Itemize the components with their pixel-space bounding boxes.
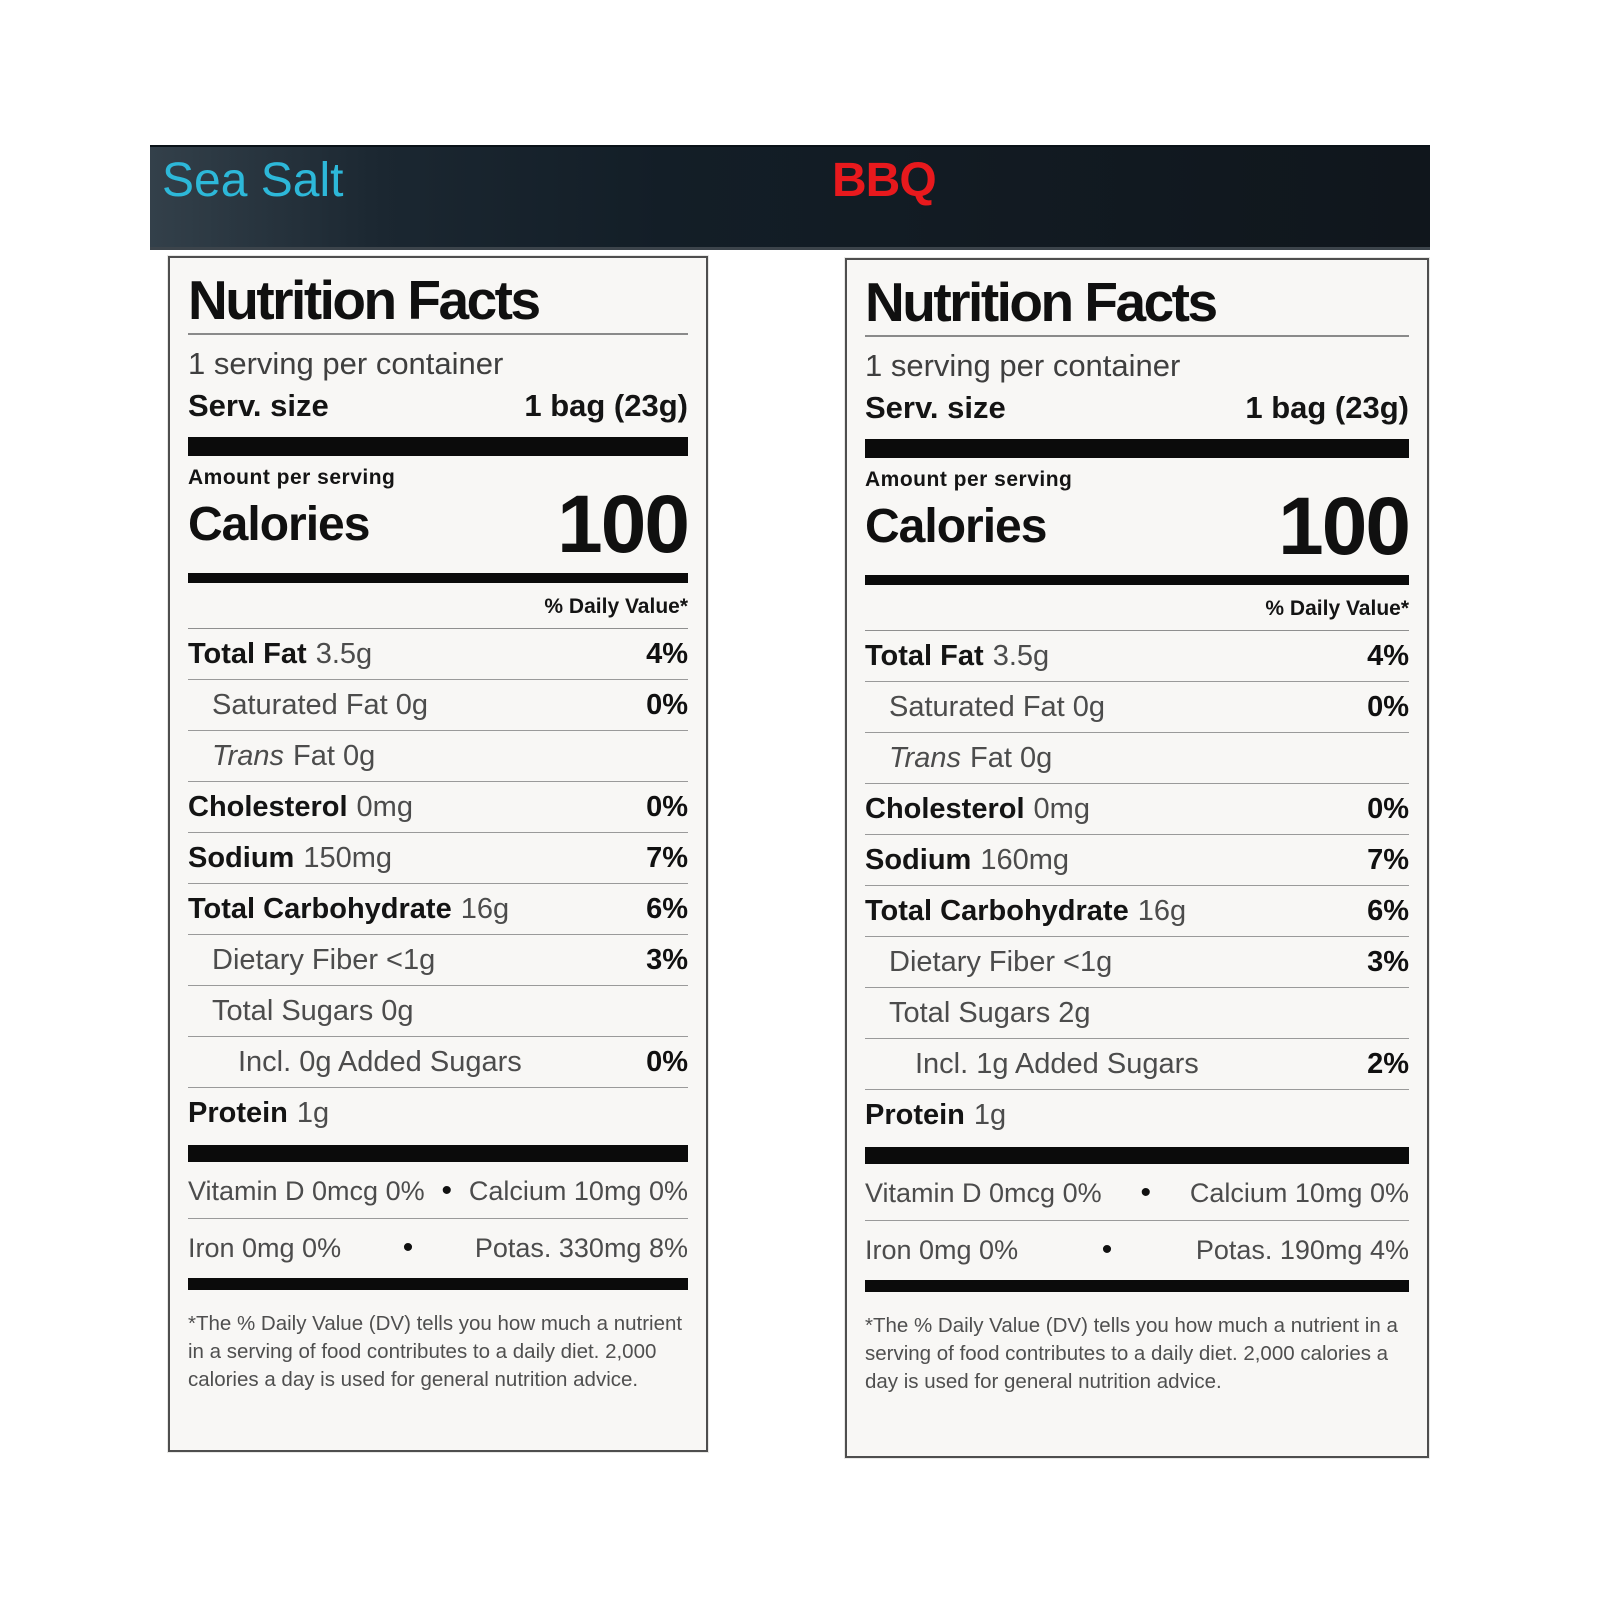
- bullet-separator: •: [402, 1230, 414, 1264]
- nutrition-label-bbq: Nutrition Facts 1 serving per container …: [845, 258, 1429, 1458]
- label-title: Nutrition Facts: [865, 271, 1218, 333]
- calcium-value: Calcium 10mg 0%: [468, 1175, 688, 1206]
- calcium-value: Calcium 10mg 0%: [1189, 1177, 1409, 1208]
- serving-size-value: 1 bag (23g): [1245, 389, 1409, 425]
- bullet-separator: •: [1101, 1232, 1113, 1266]
- calories-label: Calories: [865, 500, 1047, 554]
- row-trans-fat: Trans Fat 0g: [188, 731, 688, 782]
- dv-sodium: 7%: [1367, 843, 1409, 876]
- dv-dietary-fiber: 3%: [1367, 945, 1409, 978]
- thick-divider: [188, 436, 688, 456]
- dv-saturated-fat: 0%: [646, 688, 688, 721]
- title-divider: [188, 332, 688, 335]
- row-dietary-fiber: Dietary Fiber <1g 3%: [188, 935, 688, 986]
- row-cholesterol: Cholesterol 0mg 0%: [188, 782, 688, 833]
- row-added-sugars: Incl. 0g Added Sugars 0%: [188, 1037, 688, 1088]
- bullet-separator: •: [1140, 1175, 1151, 1209]
- bullet-separator: •: [441, 1173, 452, 1207]
- dv-cholesterol: 0%: [646, 790, 688, 823]
- servings-per-container: 1 serving per container: [188, 345, 504, 381]
- medium-divider: [188, 1277, 688, 1290]
- vitamin-d-value: Vitamin D 0mcg 0%: [865, 1177, 1102, 1208]
- row-added-sugars: Incl. 1g Added Sugars 2%: [865, 1039, 1409, 1090]
- row-dietary-fiber: Dietary Fiber <1g 3%: [865, 937, 1409, 988]
- dv-total-fat: 4%: [646, 637, 688, 670]
- row-cholesterol: Cholesterol 0mg 0%: [865, 784, 1409, 835]
- daily-value-header: % Daily Value*: [865, 585, 1409, 631]
- calories-value: 100: [557, 478, 690, 570]
- servings-per-container: 1 serving per container: [865, 347, 1181, 383]
- potassium-value: Potas. 190mg 4%: [1195, 1234, 1409, 1265]
- dv-saturated-fat: 0%: [1367, 690, 1409, 723]
- amount-per-serving-label: Amount per serving: [865, 467, 1073, 491]
- row-total-sugars: Total Sugars 0g: [188, 986, 688, 1037]
- label-title: Nutrition Facts: [188, 269, 541, 331]
- dv-total-carbohydrate: 6%: [646, 892, 688, 925]
- serving-size-label: Serv. size: [865, 389, 1006, 425]
- micronutrient-row-2: Iron 0mg 0% • Potas. 330mg 8%: [188, 1219, 688, 1275]
- serving-size-row: Serv. size 1 bag (23g): [188, 384, 688, 426]
- dv-total-carbohydrate: 6%: [1367, 894, 1409, 927]
- row-total-sugars: Total Sugars 2g: [865, 988, 1409, 1039]
- row-saturated-fat: Saturated Fat 0g 0%: [188, 680, 688, 731]
- flavor-header-bar: Sea Salt BBQ: [150, 145, 1430, 250]
- calories-label: Calories: [188, 498, 370, 552]
- dv-cholesterol: 0%: [1367, 792, 1409, 825]
- row-protein: Protein 1g: [188, 1096, 330, 1129]
- amount-per-serving-label: Amount per serving: [188, 465, 396, 489]
- serving-size-row: Serv. size 1 bag (23g): [865, 386, 1409, 428]
- daily-value-footnote: *The % Daily Value (DV) tells you how mu…: [188, 1311, 683, 1392]
- dv-added-sugars: 2%: [1367, 1047, 1409, 1080]
- row-protein: Protein 1g: [865, 1098, 1007, 1131]
- serving-size-value: 1 bag (23g): [524, 387, 688, 423]
- row-total-carbohydrate: Total Carbohydrate 16g 6%: [188, 884, 688, 935]
- calories-row: Calories 100: [865, 480, 1411, 572]
- flavor-label-sea-salt: Sea Salt: [162, 154, 344, 207]
- title-divider: [865, 334, 1409, 337]
- daily-value-header: % Daily Value*: [188, 583, 688, 629]
- row-total-fat: Total Fat 3.5g 4%: [188, 629, 688, 680]
- micronutrient-row-1: Vitamin D 0mcg 0% • Calcium 10mg 0%: [865, 1164, 1409, 1221]
- row-total-fat: Total Fat 3.5g 4%: [865, 631, 1409, 682]
- daily-value-footnote: *The % Daily Value (DV) tells you how mu…: [865, 1313, 1398, 1394]
- vitamin-d-value: Vitamin D 0mcg 0%: [188, 1175, 425, 1206]
- thick-divider: [188, 1144, 688, 1162]
- iron-value: Iron 0mg 0%: [188, 1232, 342, 1263]
- dv-dietary-fiber: 3%: [646, 943, 688, 976]
- micronutrient-row-2: Iron 0mg 0% • Potas. 190mg 4%: [865, 1221, 1409, 1277]
- calories-row: Calories 100: [188, 478, 690, 570]
- potassium-value: Potas. 330mg 8%: [474, 1232, 688, 1263]
- calories-value: 100: [1278, 480, 1411, 572]
- iron-value: Iron 0mg 0%: [865, 1234, 1019, 1265]
- dv-total-fat: 4%: [1367, 639, 1409, 672]
- medium-divider: [865, 574, 1409, 585]
- dv-sodium: 7%: [646, 841, 688, 874]
- row-trans-fat: Trans Fat 0g: [865, 733, 1409, 784]
- row-saturated-fat: Saturated Fat 0g 0%: [865, 682, 1409, 733]
- flavor-label-bbq: BBQ: [832, 154, 937, 207]
- nutrition-label-sea-salt: Nutrition Facts 1 serving per container …: [168, 256, 708, 1452]
- row-sodium: Sodium 160mg 7%: [865, 835, 1409, 886]
- row-sodium: Sodium 150mg 7%: [188, 833, 688, 884]
- micronutrient-row-1: Vitamin D 0mcg 0% • Calcium 10mg 0%: [188, 1162, 688, 1219]
- serving-size-label: Serv. size: [188, 387, 329, 423]
- dv-added-sugars: 0%: [646, 1045, 688, 1078]
- thick-divider: [865, 438, 1409, 458]
- medium-divider: [188, 572, 688, 583]
- medium-divider: [865, 1279, 1409, 1292]
- thick-divider: [865, 1146, 1409, 1164]
- row-total-carbohydrate: Total Carbohydrate 16g 6%: [865, 886, 1409, 937]
